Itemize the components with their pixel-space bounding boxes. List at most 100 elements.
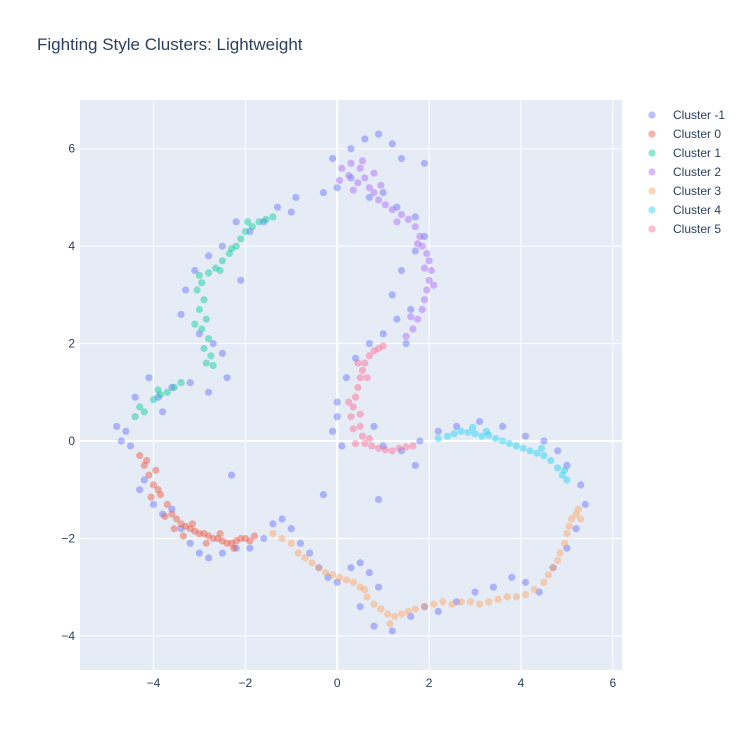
data-point (200, 344, 208, 353)
data-point (170, 383, 178, 391)
legend-item[interactable]: Cluster 4 (648, 203, 721, 217)
data-point (352, 393, 360, 401)
data-point (172, 515, 181, 523)
legend-marker (648, 130, 656, 138)
data-point (209, 361, 217, 370)
data-point (306, 549, 314, 557)
legend-item[interactable]: Cluster 5 (648, 222, 721, 236)
data-point (322, 569, 330, 577)
data-point (301, 554, 309, 562)
data-point (361, 439, 369, 448)
data-point (409, 325, 417, 333)
data-point (287, 208, 295, 216)
data-point (179, 532, 187, 540)
data-point (379, 189, 387, 197)
data-point (430, 600, 438, 608)
data-point (278, 534, 286, 543)
legend-marker (648, 111, 656, 119)
data-point (269, 520, 277, 528)
data-point (223, 374, 231, 382)
data-point (246, 544, 254, 552)
data-point (370, 347, 378, 355)
data-point (168, 505, 176, 513)
legend-item[interactable]: Cluster 0 (648, 127, 721, 141)
data-point (333, 184, 341, 192)
data-point (262, 215, 270, 223)
data-point (533, 449, 541, 457)
data-point (427, 266, 435, 275)
data-point (292, 193, 300, 201)
data-point (540, 578, 548, 586)
legend-item[interactable]: Cluster -1 (648, 108, 725, 122)
data-point (191, 320, 199, 328)
data-point (404, 607, 412, 616)
data-point (457, 427, 465, 435)
data-point (450, 430, 458, 438)
data-point (402, 332, 410, 340)
data-point (347, 159, 355, 167)
data-point (354, 359, 362, 367)
data-point (577, 515, 585, 523)
data-point (140, 408, 148, 416)
data-point (519, 444, 527, 452)
legend-item[interactable]: Cluster 2 (648, 165, 721, 179)
data-point (195, 305, 203, 314)
data-point (232, 537, 240, 545)
data-point (205, 335, 213, 343)
data-point (205, 252, 213, 260)
data-point (544, 571, 553, 579)
data-point (478, 432, 486, 440)
data-point (122, 427, 130, 435)
data-point (177, 520, 185, 528)
data-point (149, 481, 158, 489)
data-point (375, 495, 383, 504)
legend-label: Cluster 3 (673, 184, 721, 198)
data-point (182, 286, 190, 294)
data-point (136, 452, 144, 460)
data-point (430, 281, 438, 289)
data-point (232, 544, 240, 552)
data-point (404, 215, 412, 223)
data-point (232, 242, 240, 250)
data-point (375, 583, 383, 591)
data-point (163, 388, 171, 396)
data-point (499, 422, 507, 430)
data-point (420, 296, 429, 304)
data-point (287, 539, 295, 547)
x-tick-label: 6 (609, 676, 616, 690)
data-point (349, 578, 357, 586)
data-point (223, 539, 231, 547)
data-point (324, 573, 332, 582)
data-point (168, 383, 176, 391)
data-point (512, 593, 521, 601)
data-point (423, 249, 431, 258)
x-tick-label: 2 (426, 676, 433, 690)
data-point (356, 164, 364, 172)
data-point (352, 439, 360, 448)
data-point (489, 583, 497, 591)
data-point (453, 422, 461, 430)
data-point (476, 417, 484, 426)
legend-item[interactable]: Cluster 1 (648, 146, 721, 160)
data-point (159, 510, 167, 518)
data-point (195, 271, 203, 279)
data-point (356, 410, 364, 418)
data-point (136, 486, 144, 494)
data-point (246, 537, 254, 545)
data-point (485, 598, 493, 606)
data-point (425, 276, 433, 284)
data-point (228, 539, 236, 547)
data-point (434, 607, 442, 616)
legend-item[interactable]: Cluster 3 (648, 184, 721, 198)
data-point (361, 586, 369, 594)
legend-marker (648, 206, 656, 214)
data-point (356, 374, 364, 382)
data-point (448, 600, 456, 608)
data-point (402, 340, 410, 348)
data-point (388, 140, 396, 148)
data-point (250, 532, 259, 540)
y-tick-label: −4 (61, 629, 75, 643)
x-tick-label: 0 (334, 676, 341, 690)
data-point (296, 539, 305, 547)
data-point (354, 179, 362, 187)
